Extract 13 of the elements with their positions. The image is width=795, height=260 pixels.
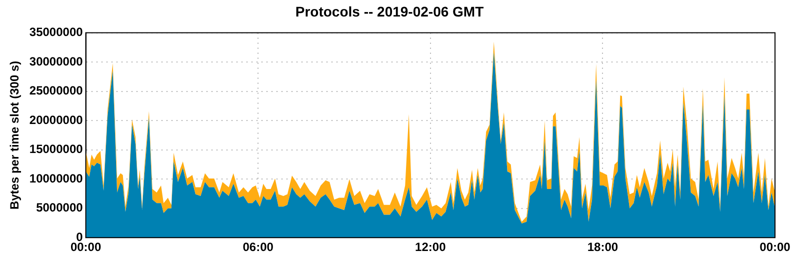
y-axis-title: Bytes per time slot (300 s): [8, 60, 22, 210]
x-tick-label: 06:00: [242, 240, 274, 254]
x-tick-label: 00:00: [760, 240, 791, 254]
y-tick-label: 10000000: [29, 171, 84, 186]
y-tick-label: 25000000: [29, 84, 84, 98]
y-tick-label: 20000000: [29, 112, 84, 127]
y-tick-label: 35000000: [29, 25, 84, 40]
y-tick-label: 5000000: [36, 200, 84, 215]
chart-title: Protocols -- 2019-02-06 GMT: [295, 3, 484, 20]
y-tick-label: 30000000: [29, 54, 84, 68]
x-tick-label: 18:00: [587, 240, 618, 254]
x-tick-label: 12:00: [415, 240, 446, 254]
y-tick-label: 15000000: [29, 142, 84, 156]
